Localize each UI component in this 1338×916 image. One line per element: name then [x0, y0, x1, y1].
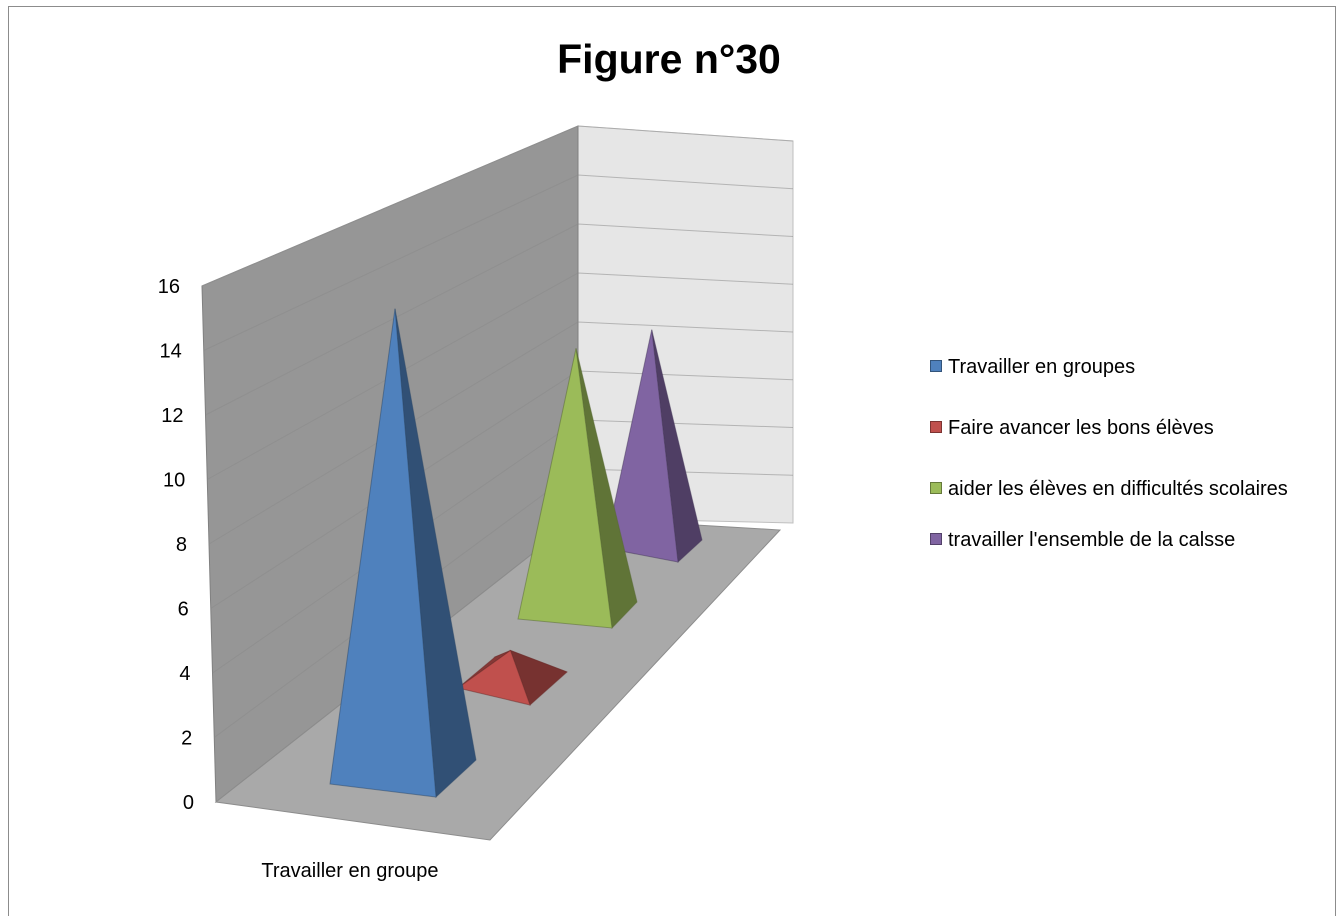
legend-item: aider les élèves en difficultés scolaire…: [930, 476, 1320, 503]
back-wall-right: [577, 125, 794, 524]
legend-item: Travailler en groupes: [930, 354, 1320, 381]
y-tick-label: 4: [179, 663, 190, 685]
legend-label: Faire avancer les bons élèves: [948, 417, 1214, 439]
bar-pyramid: [456, 649, 568, 706]
legend-item: Faire avancer les bons élèves: [930, 415, 1320, 442]
bar-pyramid: [604, 329, 703, 564]
y-tick-label: 0: [183, 792, 194, 814]
y-tick-label: 2: [181, 728, 192, 750]
bar-pyramid: [517, 348, 638, 630]
legend-swatch: [930, 421, 942, 433]
y-tick-label: 8: [176, 534, 187, 556]
category-label: Travailler en groupe: [261, 860, 438, 882]
legend-label: travailler l'ensemble de la calsse: [948, 529, 1236, 551]
y-axis: 0 2 4 6 8 10 12 14 16: [158, 276, 194, 814]
bar-pyramid: [329, 308, 477, 799]
grid-line: [207, 272, 794, 480]
y-tick-label: 10: [163, 470, 185, 492]
bars: [329, 308, 703, 799]
legend-label: aider les élèves en difficultés scolaire…: [948, 478, 1288, 500]
y-tick-label: 12: [161, 405, 183, 427]
pyramid-front-face: [604, 329, 679, 563]
legend-item: travailler l'ensemble de la calsse: [930, 527, 1320, 554]
legend-swatch: [930, 533, 942, 545]
grid-line: [201, 125, 794, 287]
grid-line: [208, 321, 794, 545]
grid-line: [205, 223, 794, 416]
chart-title: Figure n°30: [557, 36, 781, 82]
pyramid-front-face: [456, 649, 531, 706]
legend-swatch: [930, 482, 942, 494]
y-tick-label: 6: [178, 599, 189, 621]
legend-swatch: [930, 360, 942, 372]
grid-line: [203, 174, 794, 351]
y-tick-label: 16: [158, 276, 180, 298]
legend-label: Travailler en groupes: [948, 356, 1136, 378]
y-tick-label: 14: [160, 341, 182, 363]
pyramid-front-face: [329, 308, 437, 798]
pyramid-front-face: [517, 348, 613, 629]
legend: Travailler en groupes Faire avancer les b…: [930, 354, 1320, 588]
